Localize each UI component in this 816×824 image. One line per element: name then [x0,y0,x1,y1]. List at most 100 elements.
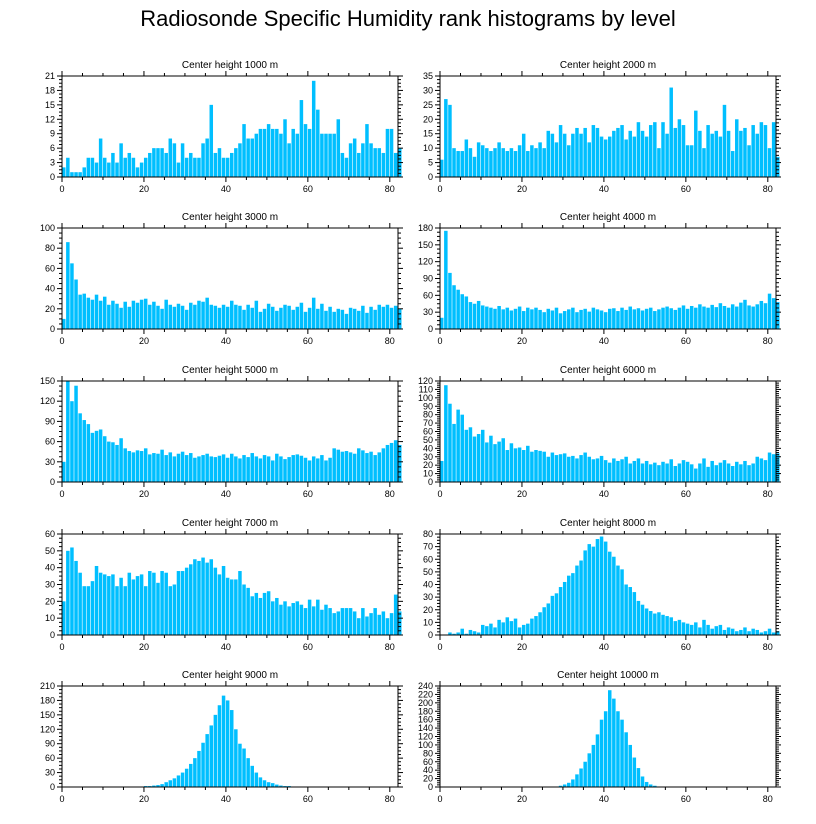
histogram-bar [70,263,74,329]
panel-title: Center height 2000 m [560,60,656,71]
histogram-bar [357,152,361,177]
histogram-bar [148,152,152,177]
histogram-bar [332,613,336,635]
histogram-bar [291,309,295,329]
y-tick-label: 35 [423,71,433,81]
histogram-bar [767,293,772,329]
histogram-bar [722,305,727,329]
histogram-bar [771,298,776,329]
histogram-bar [726,463,731,482]
histogram-bar [706,624,710,635]
histogram-bar [127,152,132,177]
histogram-bar [119,143,123,177]
histogram-bar [743,460,747,482]
y-tick-label: 80 [423,529,433,539]
histogram-bar [90,299,95,329]
y-tick-label: 30 [423,592,433,602]
histogram-bar [526,151,530,177]
histogram-bar [485,148,489,177]
y-tick-label: 60 [423,757,433,767]
histogram-bar [262,780,267,787]
histogram-bar [180,451,185,482]
histogram-bar [448,104,452,177]
x-tick-label: 20 [517,336,527,346]
histogram-bar [307,128,312,177]
histogram-bar [603,460,608,482]
histogram-bar [673,309,678,329]
histogram-bar [640,130,645,177]
histogram-bar [771,454,776,482]
panel-title: Center height 4000 m [560,212,656,223]
histogram-bar [377,452,382,482]
histogram-bar [653,613,657,635]
histogram-bar [710,628,714,635]
histogram-bar [747,305,751,329]
histogram-bar [599,310,604,329]
histogram-bar [489,151,493,177]
histogram-bar [685,308,690,329]
histogram-bar [94,430,99,482]
histogram-bar [373,455,377,482]
histogram-bar [180,772,185,787]
histogram-bar [579,560,583,635]
histogram-bar [86,157,91,177]
histogram-bar [283,601,287,635]
histogram-bar [119,438,123,482]
histogram-bar [135,576,140,635]
histogram-bar [669,87,673,177]
histogram-bar [730,628,735,635]
histogram-bar [189,564,193,635]
y-tick-label: 60 [45,437,55,447]
histogram-bar [127,572,132,635]
histogram-bar [344,157,349,177]
histogram-bar [78,413,82,482]
histogram-bar [98,138,103,177]
histogram-bar [538,142,542,177]
y-tick-label: 90 [45,739,55,749]
y-tick-label: 12 [45,114,55,124]
histogram-bar [152,301,156,329]
histogram-bar [730,304,735,329]
histogram-bar [160,784,164,787]
histogram-bar [440,317,444,329]
histogram-bar [275,784,279,787]
histogram-bar [123,586,127,635]
histogram-bar [542,451,546,482]
x-tick-label: 80 [385,642,395,652]
histogram-bar [763,631,768,635]
histogram-bar [497,305,501,329]
histogram-bar [759,632,764,635]
histogram-bar [279,133,283,177]
histogram-bar [193,457,197,482]
x-tick-label: 20 [139,489,149,499]
histogram-bar [184,455,189,482]
histogram-bar [681,125,686,177]
histogram-bar [648,125,653,177]
histogram-bar [230,152,234,177]
histogram-bar [307,599,312,635]
y-tick-label: 200 [418,698,433,708]
x-tick-label: 0 [59,642,64,652]
y-tick-label: 90 [423,274,433,284]
histogram-bar [70,401,74,482]
histogram-bar [156,785,160,787]
histogram-bar [710,133,714,177]
histogram-bar [702,619,706,635]
histogram-bar [225,700,230,787]
histogram-bar [393,305,398,329]
histogram-bar [722,104,727,177]
histogram-bar [94,162,99,177]
histogram-bar [389,307,394,329]
histogram-bar [571,307,575,329]
histogram-bar [591,307,596,329]
histogram-bar [591,546,596,635]
y-tick-label: 20 [423,774,433,784]
histogram-bar [156,305,160,329]
histogram-bar [230,579,234,635]
histogram-bar [464,296,469,329]
histogram-bar [685,145,690,177]
panel-7: Center height 7000 m 0 20 40 60 80 0 10 20 30 40 50… [45,518,403,652]
histogram-bar [595,539,600,635]
histogram-bar [718,303,723,329]
histogram-bar [361,608,365,635]
